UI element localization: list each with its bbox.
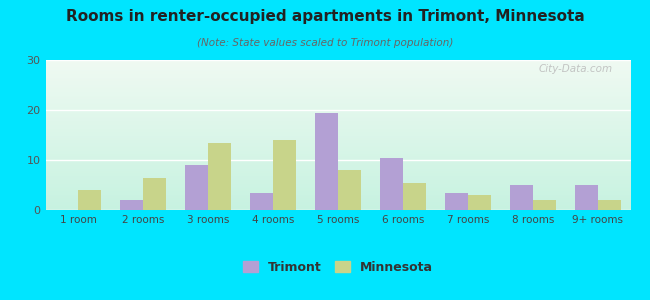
Bar bbox=[575, 185, 598, 210]
Bar bbox=[273, 140, 296, 210]
Bar bbox=[208, 142, 231, 210]
Bar bbox=[315, 112, 338, 210]
Bar bbox=[598, 200, 621, 210]
Bar bbox=[78, 190, 101, 210]
Bar bbox=[250, 193, 273, 210]
Bar bbox=[403, 182, 426, 210]
Bar bbox=[445, 193, 468, 210]
Bar bbox=[338, 170, 361, 210]
Text: City-Data.com: City-Data.com bbox=[539, 64, 613, 74]
Text: Rooms in renter-occupied apartments in Trimont, Minnesota: Rooms in renter-occupied apartments in T… bbox=[66, 9, 584, 24]
Bar bbox=[380, 158, 403, 210]
Bar bbox=[533, 200, 556, 210]
Bar bbox=[468, 195, 491, 210]
Text: (Note: State values scaled to Trimont population): (Note: State values scaled to Trimont po… bbox=[197, 38, 453, 47]
Legend: Trimont, Minnesota: Trimont, Minnesota bbox=[239, 256, 437, 279]
Bar bbox=[120, 200, 143, 210]
Bar bbox=[143, 178, 166, 210]
Bar bbox=[185, 165, 208, 210]
Bar bbox=[510, 185, 533, 210]
